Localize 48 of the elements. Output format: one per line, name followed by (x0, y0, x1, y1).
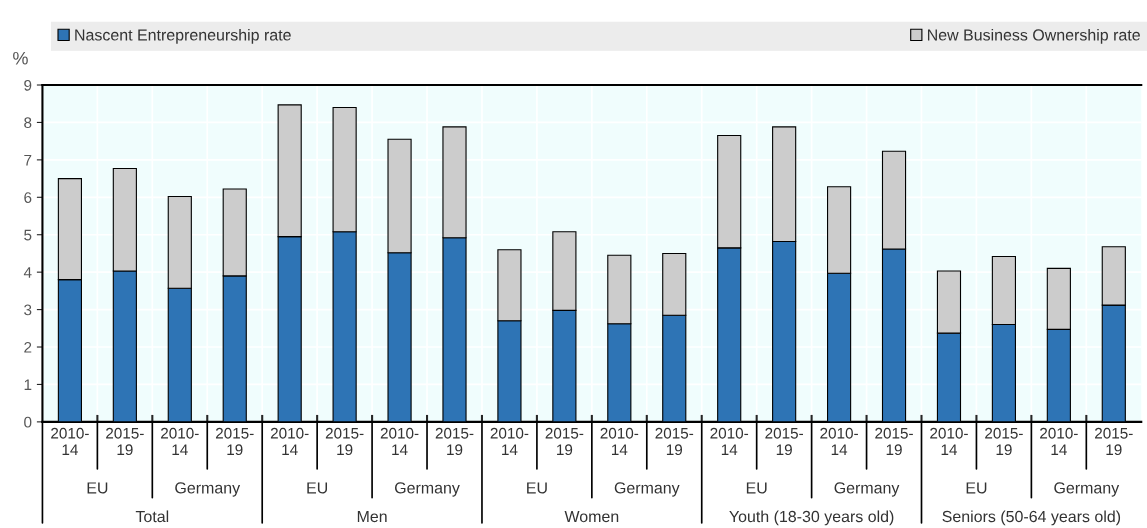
x-tick-label: 2015- 19 (435, 427, 474, 456)
x-tick-label: 2015- 19 (1095, 427, 1133, 456)
text: Women (564, 511, 619, 523)
x-tick-label: 2015- 19 (655, 427, 694, 456)
x-tick-label: 2015- 19 (765, 427, 804, 456)
x-tick-label: 2015- 19 (545, 427, 584, 456)
text: EU (87, 482, 108, 494)
text: EU (307, 482, 328, 494)
legend-label: Nascent Entrepreneurship rate (75, 28, 291, 44)
x-tick-label: 2015- 19 (106, 427, 144, 456)
x-tick-label: 2010- 14 (490, 427, 529, 455)
y-tick-label: 8 (24, 117, 32, 129)
y-tick-label: 3 (24, 304, 32, 316)
y-tick-label: 1 (24, 379, 32, 390)
x-tick-label: 2010- 14 (1040, 427, 1078, 455)
text: Youth (18-30 years old) (729, 510, 894, 526)
text: Germany (834, 482, 900, 497)
x-tick-label: 2015- 19 (985, 427, 1023, 456)
text: Germany (175, 482, 241, 497)
x-tick-label: 2010- 14 (600, 427, 639, 455)
y-axis-title: % (13, 51, 28, 65)
y-tick-label: 9 (24, 79, 32, 91)
x-tick-label: 2010- 14 (710, 427, 749, 455)
x-tick-label: 2010- 14 (930, 427, 968, 455)
x-tick-label: 2010- 14 (161, 427, 199, 455)
y-tick-label: 2 (24, 341, 32, 353)
text: EU (527, 482, 547, 494)
y-tick-label: 7 (24, 154, 32, 166)
text: Germany (614, 482, 680, 497)
text: Men (357, 511, 387, 523)
y-tick-label: 0 (24, 416, 32, 428)
x-tick-label: 2015- 19 (875, 427, 913, 456)
text: EU (746, 482, 767, 494)
x-tick-label: 2015- 19 (215, 427, 254, 456)
text: EU (966, 482, 987, 494)
y-tick-label: 6 (24, 192, 32, 203)
text: Germany (394, 482, 460, 497)
y-tick-label: 5 (24, 229, 32, 241)
x-tick-label: 2010- 14 (820, 427, 858, 455)
legend-label: New Business Ownership rate (927, 28, 1140, 44)
x-tick-label: 2010- 14 (270, 427, 309, 455)
x-tick-label: 2010- 14 (380, 427, 419, 455)
text: Germany (1054, 482, 1120, 497)
text: Seniors (50-64 years old) (942, 510, 1121, 526)
y-tick-label: 4 (23, 267, 32, 278)
text: Total (135, 510, 169, 523)
x-tick-label: 2010- 14 (51, 427, 89, 455)
x-tick-label: 2015- 19 (325, 427, 364, 456)
